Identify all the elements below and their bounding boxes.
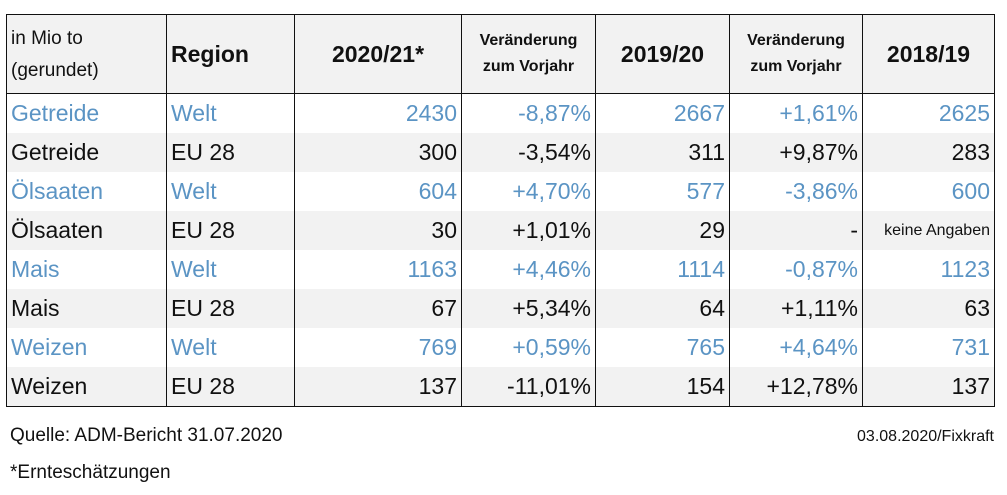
value-2019-cell: 2667 bbox=[595, 93, 730, 133]
footnote: *Ernteschätzungen bbox=[10, 462, 171, 483]
value-2020-cell: 2430 bbox=[294, 93, 462, 133]
change-2020-header: Veränderung zum Vorjahr bbox=[461, 14, 596, 94]
change-2020-cell: +4,46% bbox=[461, 250, 596, 289]
value-2020-cell: 300 bbox=[294, 133, 462, 172]
harvest-table: in Mio to (gerundet) Region 2020/21* Ver… bbox=[6, 14, 995, 407]
change-2019-cell: -0,87% bbox=[729, 250, 863, 289]
value-2019-cell: 1114 bbox=[595, 250, 730, 289]
table-row: Getreide EU 28 300 -3,54% 311 +9,87% 283 bbox=[6, 133, 995, 172]
unit-header: in Mio to (gerundet) bbox=[6, 14, 167, 94]
unit-line1: in Mio to bbox=[11, 28, 83, 49]
value-2019-cell: 64 bbox=[595, 289, 730, 328]
date-credit: 03.08.2020/Fixkraft bbox=[857, 428, 994, 445]
change-2020-cell: -8,87% bbox=[461, 93, 596, 133]
value-2019-cell: 29 bbox=[595, 211, 730, 250]
year-2020-header: 2020/21* bbox=[294, 14, 462, 94]
year-2019-header: 2019/20 bbox=[595, 14, 730, 94]
value-2020-cell: 30 bbox=[294, 211, 462, 250]
change-2019-header: Veränderung zum Vorjahr bbox=[729, 14, 863, 94]
product-cell: Weizen bbox=[6, 367, 167, 407]
region-cell: Welt bbox=[166, 172, 295, 211]
table-row: Weizen Welt 769 +0,59% 765 +4,64% 731 bbox=[6, 328, 995, 367]
change-2020-cell: +1,01% bbox=[461, 211, 596, 250]
change-2019-cell: -3,86% bbox=[729, 172, 863, 211]
region-cell: EU 28 bbox=[166, 289, 295, 328]
value-2020-cell: 137 bbox=[294, 367, 462, 407]
change-2020-cell: +4,70% bbox=[461, 172, 596, 211]
value-2019-cell: 311 bbox=[595, 133, 730, 172]
header-row: in Mio to (gerundet) Region 2020/21* Ver… bbox=[6, 14, 995, 94]
region-cell: EU 28 bbox=[166, 133, 295, 172]
change-2019-cell: +1,11% bbox=[729, 289, 863, 328]
source-note: Quelle: ADM-Bericht 31.07.2020 bbox=[10, 425, 283, 446]
table-row: Ölsaaten EU 28 30 +1,01% 29 - keine Anga… bbox=[6, 211, 995, 250]
product-cell: Getreide bbox=[6, 93, 167, 133]
change-2020-cell: +5,34% bbox=[461, 289, 596, 328]
value-2020-cell: 769 bbox=[294, 328, 462, 367]
product-cell: Mais bbox=[6, 289, 167, 328]
change-line1: Veränderung bbox=[747, 32, 845, 49]
change-2019-cell: +12,78% bbox=[729, 367, 863, 407]
change-line2: zum Vorjahr bbox=[750, 58, 842, 75]
value-2020-cell: 604 bbox=[294, 172, 462, 211]
change-line2: zum Vorjahr bbox=[482, 58, 575, 75]
change-2020-cell: -11,01% bbox=[461, 367, 596, 407]
change-line1: Veränderung bbox=[479, 32, 578, 49]
change-2019-cell: +1,61% bbox=[729, 93, 863, 133]
table-row: Mais EU 28 67 +5,34% 64 +1,11% 63 bbox=[6, 289, 995, 328]
unit-line2: (gerundet) bbox=[11, 60, 99, 81]
product-cell: Ölsaaten bbox=[6, 211, 167, 250]
table-row: Weizen EU 28 137 -11,01% 154 +12,78% 137 bbox=[6, 367, 995, 407]
region-header: Region bbox=[166, 14, 295, 94]
table-row: Getreide Welt 2430 -8,87% 2667 +1,61% 26… bbox=[6, 93, 995, 133]
table-row: Ölsaaten Welt 604 +4,70% 577 -3,86% 600 bbox=[6, 172, 995, 211]
product-cell: Weizen bbox=[6, 328, 167, 367]
change-2019-cell: +9,87% bbox=[729, 133, 863, 172]
value-2018-cell: 1123 bbox=[862, 250, 995, 289]
value-2018-cell: keine Angaben bbox=[862, 211, 995, 250]
value-2019-cell: 765 bbox=[595, 328, 730, 367]
product-cell: Getreide bbox=[6, 133, 167, 172]
change-2020-cell: +0,59% bbox=[461, 328, 596, 367]
value-2018-cell: 283 bbox=[862, 133, 995, 172]
year-2018-header: 2018/19 bbox=[862, 14, 995, 94]
region-cell: Welt bbox=[166, 93, 295, 133]
value-2018-cell: 63 bbox=[862, 289, 995, 328]
value-2020-cell: 1163 bbox=[294, 250, 462, 289]
region-cell: Welt bbox=[166, 250, 295, 289]
region-cell: EU 28 bbox=[166, 211, 295, 250]
value-2019-cell: 154 bbox=[595, 367, 730, 407]
value-2018-cell: 137 bbox=[862, 367, 995, 407]
change-2019-cell: - bbox=[729, 211, 863, 250]
region-cell: Welt bbox=[166, 328, 295, 367]
value-2018-cell: 731 bbox=[862, 328, 995, 367]
value-2018-cell: 600 bbox=[862, 172, 995, 211]
value-2020-cell: 67 bbox=[294, 289, 462, 328]
region-cell: EU 28 bbox=[166, 367, 295, 407]
value-2018-cell: 2625 bbox=[862, 93, 995, 133]
change-2019-cell: +4,64% bbox=[729, 328, 863, 367]
change-2020-cell: -3,54% bbox=[461, 133, 596, 172]
value-2019-cell: 577 bbox=[595, 172, 730, 211]
product-cell: Mais bbox=[6, 250, 167, 289]
table-row: Mais Welt 1163 +4,46% 1114 -0,87% 1123 bbox=[6, 250, 995, 289]
product-cell: Ölsaaten bbox=[6, 172, 167, 211]
